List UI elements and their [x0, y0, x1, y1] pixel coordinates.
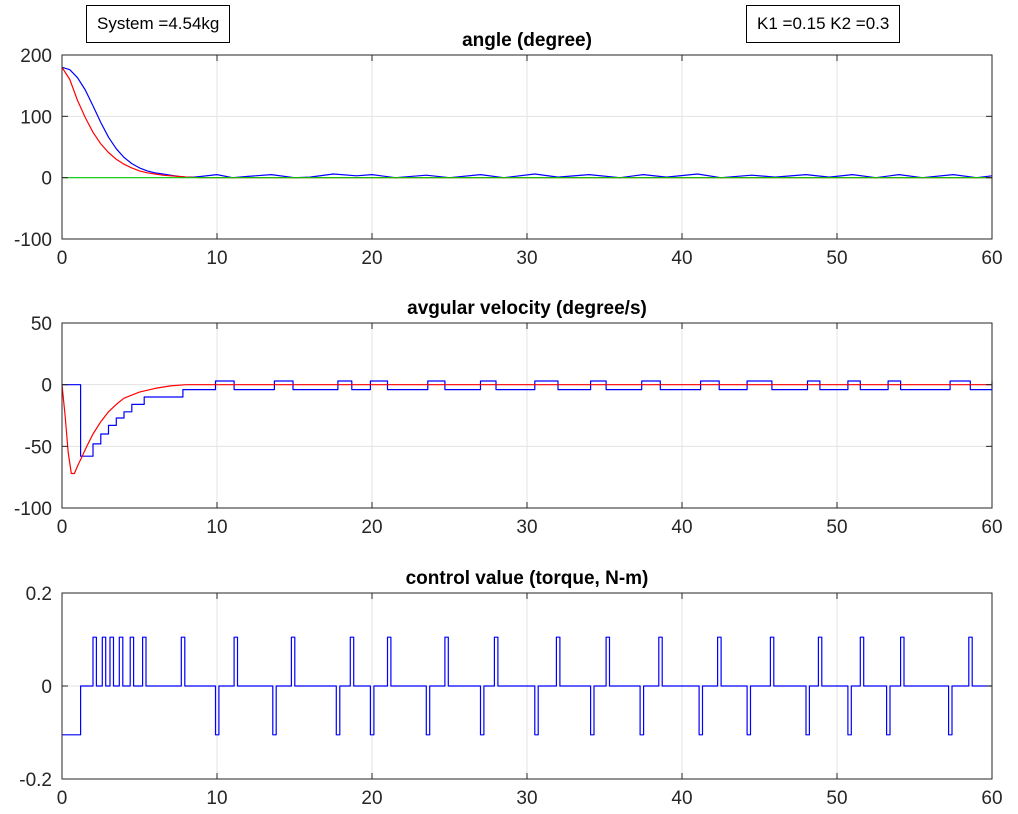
angle-ytick-label: -100 [14, 230, 52, 251]
torque-xtick-label: 20 [361, 788, 382, 809]
velocity-ytick-label: 0 [41, 376, 52, 397]
velocity-series-0 [62, 380, 993, 457]
torque-ytick-label: 0.2 [26, 584, 52, 605]
velocity-ytick-label: -50 [25, 437, 52, 458]
angle-xtick-label: 0 [57, 248, 68, 269]
angle-xtick-label: 60 [981, 248, 1002, 269]
torque-xtick-label: 30 [516, 788, 537, 809]
velocity-xtick-label: 40 [671, 517, 692, 538]
velocity-xtick-label: 50 [826, 517, 847, 538]
torque-ytick-label: 0 [41, 677, 52, 698]
velocity-ytick-label: -100 [14, 499, 52, 520]
velocity-series-1 [61, 384, 992, 475]
velocity-xtick-label: 60 [981, 517, 1002, 538]
velocity-title: avgular velocity (degree/s) [407, 298, 647, 319]
angle-ytick-label: 100 [20, 107, 52, 128]
angle-ytick-label: 200 [20, 46, 52, 67]
torque-xtick-label: 10 [206, 788, 227, 809]
velocity-xtick-label: 0 [57, 517, 68, 538]
system-mass-annotation: System =4.54kg [86, 5, 231, 43]
angle-xtick-label: 20 [361, 248, 382, 269]
torque-xtick-label: 60 [981, 788, 1002, 809]
torque-ytick-label: -0.2 [19, 770, 52, 791]
gains-annotation: K1 =0.15 K2 =0.3 [746, 5, 901, 43]
velocity-xtick-label: 10 [206, 517, 227, 538]
angle-series-1 [61, 66, 992, 179]
velocity-xtick-label: 20 [361, 517, 382, 538]
angle-xtick-label: 50 [826, 248, 847, 269]
angle-xtick-label: 40 [671, 248, 692, 269]
angle-xtick-label: 10 [206, 248, 227, 269]
torque-title: control value (torque, N-m) [406, 568, 649, 589]
torque-series-0 [62, 636, 992, 736]
angle-title: angle (degree) [462, 30, 592, 51]
torque-xtick-label: 0 [57, 788, 68, 809]
torque-xtick-label: 40 [671, 788, 692, 809]
angle-xtick-label: 30 [516, 248, 537, 269]
angle-ytick-label: 0 [41, 169, 52, 190]
angle-series-0 [61, 66, 993, 179]
velocity-ytick-label: 50 [31, 314, 52, 335]
velocity-xtick-label: 30 [516, 517, 537, 538]
torque-xtick-label: 50 [826, 788, 847, 809]
